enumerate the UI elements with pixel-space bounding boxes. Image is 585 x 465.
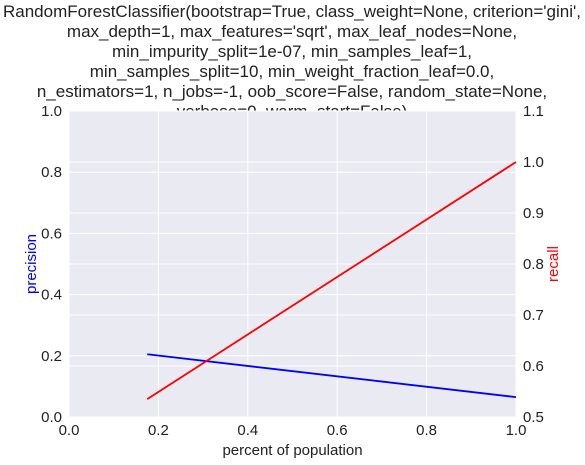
y-left-tick-label: 0.6: [41, 225, 62, 242]
chart-title: RandomForestClassifier(bootstrap=True, c…: [3, 2, 581, 121]
grid-horizontal: [69, 110, 516, 418]
title-line-2: max_depth=1, max_features='sqrt', max_le…: [67, 22, 517, 41]
y-right-tick-label: 0.9: [523, 205, 544, 222]
title-line-4: min_samples_split=10, min_weight_fractio…: [90, 62, 494, 81]
series-line-recall: [146, 161, 517, 400]
title-line-3: min_impurity_split=1e-07, min_samples_le…: [112, 42, 472, 61]
x-tick-label: 0.4: [237, 422, 258, 439]
y-left-tick-label: 0.2: [41, 348, 62, 365]
y-right-tick-labels: 0.5 0.6 0.7 0.8 0.9 1.0 1.1: [523, 103, 544, 426]
y-right-tick-label: 0.8: [523, 256, 544, 273]
y-left-tick-label: 0.0: [41, 409, 62, 426]
y-right-tick-label: 0.7: [523, 307, 544, 324]
x-tick-label: 0.0: [59, 422, 80, 439]
y-right-tick-label: 0.6: [523, 358, 544, 375]
y-left-tick-labels: 0.0 0.2 0.4 0.6 0.8 1.0: [41, 103, 62, 426]
y-right-tick-label: 1.0: [523, 154, 544, 171]
title-line-1: RandomForestClassifier(bootstrap=True, c…: [3, 2, 581, 21]
y-axis-label-left: precision: [23, 234, 40, 294]
y-right-tick-label: 1.1: [523, 103, 544, 120]
title-line-5: n_estimators=1, n_jobs=-1, oob_score=Fal…: [37, 82, 547, 101]
y-axis-label-right: recall: [545, 246, 562, 282]
y-left-tick-label: 0.4: [41, 287, 62, 304]
y-left-tick-label: 1.0: [41, 103, 62, 120]
x-tick-label: 0.2: [148, 422, 169, 439]
y-left-tick-label: 0.8: [41, 164, 62, 181]
y-right-tick-label: 0.5: [523, 409, 544, 426]
x-tick-label: 0.8: [416, 422, 437, 439]
series-lines: [146, 161, 517, 400]
x-tick-label: 0.6: [327, 422, 348, 439]
x-tick-labels: 0.0 0.2 0.4 0.6 0.8 1.0: [59, 422, 527, 439]
x-axis-label: percent of population: [222, 442, 362, 459]
x-tick-label: 1.0: [506, 422, 527, 439]
series-line-precision: [147, 353, 517, 399]
